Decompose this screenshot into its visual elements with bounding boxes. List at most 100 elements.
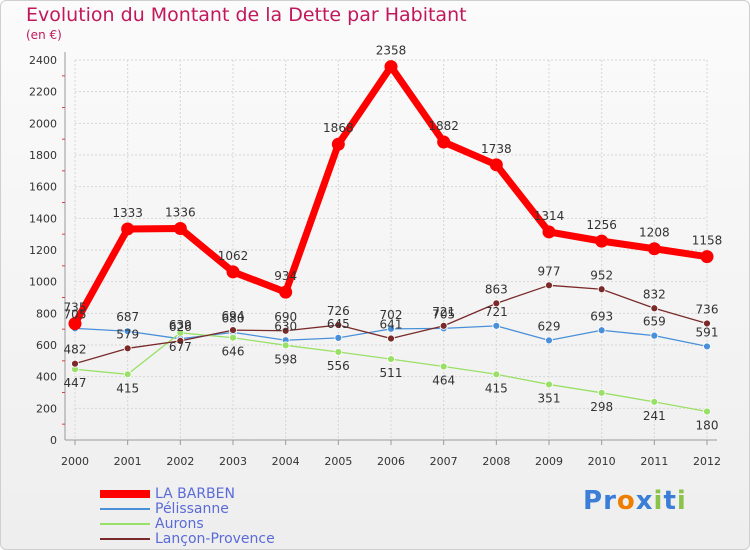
data-point	[545, 380, 553, 389]
data-label: 1062	[218, 249, 249, 263]
x-tick-label: 2001	[114, 455, 142, 468]
data-label: 464	[432, 374, 455, 388]
data-label: 447	[64, 376, 87, 390]
grid-lines	[74, 59, 708, 440]
data-point	[703, 319, 711, 328]
y-tick-label: 1000	[29, 276, 57, 289]
data-label: 1314	[534, 209, 565, 223]
data-label: 298	[590, 400, 613, 414]
y-tick-label: 200	[36, 402, 57, 415]
data-label: 977	[538, 264, 561, 278]
y-tick-label: 1200	[29, 244, 57, 257]
data-label: 556	[327, 359, 350, 373]
data-label: 482	[64, 343, 87, 357]
data-label: 1256	[586, 218, 617, 232]
data-label: 934	[274, 269, 297, 283]
data-label: 687	[116, 310, 139, 324]
y-tick-label: 1800	[29, 149, 57, 162]
axes: 0 200 400 600 800 1000 1200 1400 1600 1800 2000 220…	[29, 52, 721, 468]
data-point	[492, 321, 501, 330]
data-point	[703, 342, 711, 351]
logo-letter: o	[616, 486, 636, 516]
x-tick-label: 2003	[219, 455, 247, 468]
data-label: 736	[696, 302, 719, 316]
legend-label: Lançon-Provence	[155, 530, 275, 547]
data-label: 721	[432, 305, 455, 319]
data-point	[123, 370, 132, 379]
data-point	[281, 341, 290, 350]
series-lines	[68, 60, 714, 416]
y-tick-label: 2000	[29, 117, 57, 130]
data-point	[703, 407, 711, 416]
data-label: 598	[274, 352, 297, 366]
y-tick-label: 1600	[29, 181, 57, 194]
data-label: 705	[64, 307, 87, 321]
y-tick-label: 1400	[29, 212, 57, 225]
data-label: 626	[169, 320, 192, 334]
data-point	[597, 326, 606, 335]
data-point	[545, 336, 553, 345]
data-point	[439, 321, 448, 330]
data-point	[226, 265, 240, 279]
logo-letter: t	[663, 486, 677, 516]
data-point	[650, 304, 659, 313]
legend-swatch	[100, 507, 150, 510]
data-point	[334, 348, 343, 356]
data-point	[387, 355, 395, 363]
data-point	[595, 234, 609, 248]
data-label: 693	[590, 309, 613, 323]
data-point	[387, 324, 395, 333]
logo-letter: i	[653, 486, 664, 516]
data-label: 952	[590, 268, 613, 282]
data-point	[281, 326, 290, 335]
data-point	[545, 281, 553, 290]
data-point	[123, 344, 132, 353]
data-label: 1868	[323, 121, 354, 135]
data-label: 832	[643, 287, 666, 301]
x-tick-label: 2012	[693, 455, 721, 468]
data-point	[492, 370, 501, 379]
logo-letter: x	[635, 486, 654, 516]
data-point	[597, 285, 606, 294]
data-label: 639	[169, 318, 192, 332]
data-point	[650, 397, 659, 406]
legend-label: LA BARBEN	[155, 485, 235, 502]
data-label: 677	[169, 340, 192, 354]
data-point	[439, 362, 448, 371]
x-tick-label: 2008	[482, 455, 510, 468]
data-label: 415	[116, 381, 139, 395]
logo-letter: i	[676, 486, 687, 516]
data-label: 629	[538, 319, 561, 333]
legend-swatch	[100, 537, 150, 540]
data-label: 694	[222, 309, 245, 323]
data-label: 690	[274, 310, 297, 324]
data-label: 659	[643, 315, 666, 329]
data-label: 645	[327, 317, 350, 331]
data-label: 726	[327, 304, 350, 318]
x-tick-label: 2010	[588, 455, 616, 468]
data-point	[176, 328, 185, 337]
y-tick-label: 2200	[29, 86, 57, 99]
legend: LA BARBEN Pélissanne Aurons Lançon-Provence	[100, 485, 275, 547]
data-point	[489, 158, 503, 172]
data-point	[437, 135, 451, 149]
chart-subtitle: (en €)	[26, 28, 62, 42]
legend-item: Aurons	[100, 516, 275, 532]
y-tick-label: 0	[50, 434, 57, 447]
legend-item: Pélissanne	[100, 501, 275, 517]
data-labels: 735 1333 1336 1062 934 1868 2358 1882 1738 1314 12…	[64, 44, 723, 433]
legend-swatch	[100, 522, 150, 525]
data-label: 511	[380, 366, 403, 380]
data-point	[123, 327, 132, 336]
logo-letter: P	[583, 486, 604, 516]
proxiti-logo: Proxiti	[583, 486, 687, 516]
data-point	[334, 333, 343, 342]
data-label: 1158	[692, 234, 723, 248]
legend-swatch	[100, 489, 150, 498]
legend-item: Lançon-Provence	[100, 530, 275, 547]
data-label: 415	[485, 381, 508, 395]
y-tick-label: 400	[36, 371, 57, 384]
data-label: 1882	[428, 119, 459, 133]
data-label: 351	[538, 391, 561, 405]
